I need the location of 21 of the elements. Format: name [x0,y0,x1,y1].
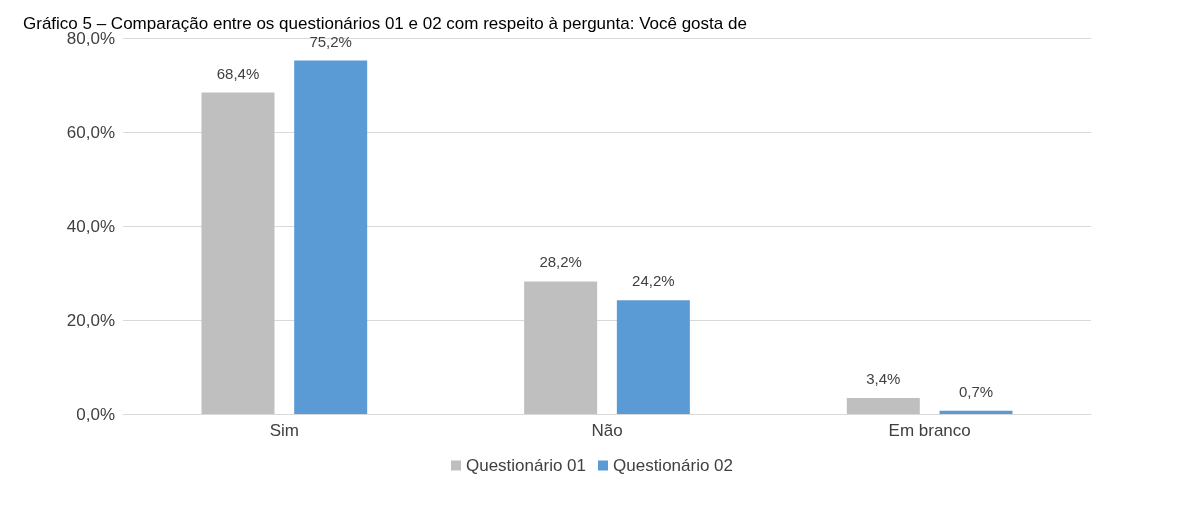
data-label: 24,2% [632,272,675,290]
y-tick-label: 40,0% [66,216,115,236]
x-tick-label: Em branco [888,421,971,440]
data-label: 75,2% [309,32,352,50]
x-tick-label: Sim [269,421,299,440]
data-label: 3,4% [866,370,901,388]
bar [939,410,1013,414]
legend-label: Questionário 01 [465,456,587,475]
data-label: 28,2% [539,253,582,271]
bar [524,281,598,414]
y-tick-label: 20,0% [66,310,115,330]
x-tick-label: Não [591,421,623,440]
data-label: 0,7% [958,382,994,400]
legend-label: Questionário 02 [613,456,734,475]
bar [294,60,368,414]
y-tick-label: 0,0% [76,404,115,424]
bar [201,92,275,414]
bar [616,300,690,414]
y-tick-label: 60,0% [66,122,115,142]
data-label: 68,4% [216,64,260,82]
bar [846,398,920,414]
